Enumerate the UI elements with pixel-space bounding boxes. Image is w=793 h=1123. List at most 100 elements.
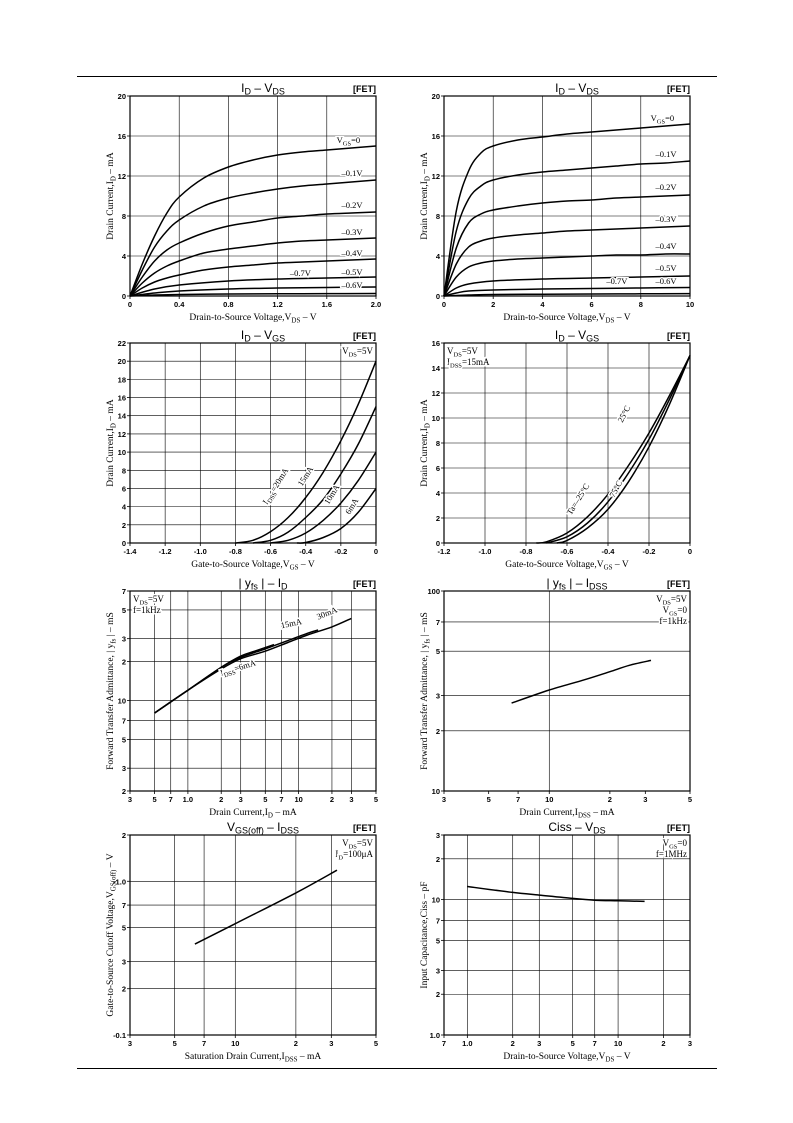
- y-tick-label: 14: [432, 364, 441, 373]
- series-line: [511, 659, 652, 704]
- x-axis-label: Drain Current,IDSS​ – mA: [519, 808, 614, 820]
- x-tick-label: -0.4: [602, 547, 616, 556]
- condition-note: ID​=100μA: [335, 849, 373, 862]
- curve-label: 75°C: [607, 478, 624, 498]
- y-tick-label: 2: [122, 521, 126, 530]
- x-tick-label: 8: [639, 300, 643, 309]
- condition-note: VDS​=5V: [342, 346, 373, 359]
- curve-label: 15mA: [295, 464, 315, 488]
- y-tick-label: 12: [432, 172, 440, 181]
- x-tick-label: -0.8: [229, 547, 242, 556]
- x-tick-label: 7: [279, 795, 283, 804]
- series-line: [270, 451, 377, 544]
- y-tick-label: 4: [122, 252, 127, 261]
- series-line: [129, 286, 377, 297]
- y-tick-label: 2: [436, 514, 440, 523]
- y-tick-label: 4: [436, 252, 441, 261]
- fet-tag: [FET]: [667, 84, 690, 94]
- x-tick-label: 7: [169, 795, 173, 804]
- curve-label: –0.1V: [341, 168, 364, 178]
- x-tick-label: -0.6: [264, 547, 277, 556]
- y-tick-label: 2: [436, 990, 440, 999]
- curve-label: VGS​=0: [651, 113, 675, 126]
- series-line: [129, 292, 377, 297]
- series-line: [194, 869, 338, 945]
- y-tick-label: 10: [432, 414, 440, 423]
- chart-title: ID​ – VDS​: [555, 81, 599, 97]
- fet-tag: [FET]: [353, 823, 376, 833]
- series-line: [129, 237, 377, 297]
- x-tick-label: 3: [643, 795, 647, 804]
- curve-label: –0.2V: [341, 200, 364, 210]
- y-tick-label: 8: [436, 439, 440, 448]
- y-tick-label: 16: [118, 132, 126, 141]
- curve-label: –0.6V: [341, 280, 364, 290]
- x-tick-label: -0.6: [561, 547, 574, 556]
- y-tick-label: 100: [427, 587, 440, 596]
- x-axis-label: Saturation Drain Current,IDSS​ – mA: [185, 1052, 322, 1064]
- fet-tag: [FET]: [353, 579, 376, 589]
- plot-frame: [129, 834, 377, 1036]
- chart-c3: -1.4 -1.2 -1.0 -0.8 -0.6 -0.4 -0.2 0 0 2 4 6 8 10 12 14…: [106, 328, 378, 572]
- condition-note: VGS​=0: [663, 838, 688, 851]
- series-line: [129, 179, 377, 297]
- bottom-rule: [77, 1068, 717, 1069]
- condition-note: f=1MHz: [656, 849, 687, 859]
- y-tick-label: 3: [122, 958, 126, 967]
- curve-label: IDSS​=20mA: [260, 465, 293, 507]
- y-tick-label: 20: [432, 92, 440, 101]
- y-tick-label: 7: [436, 618, 440, 627]
- x-tick-label: 0.4: [174, 300, 185, 309]
- y-tick-label: 10: [118, 448, 126, 457]
- x-tick-label: 4: [540, 300, 545, 309]
- series-line: [443, 292, 691, 297]
- x-axis-label: Gate-to-Source Voltage,VGS​ – V: [191, 560, 315, 572]
- y-tick-label: 8: [436, 212, 440, 221]
- x-tick-label: 5: [688, 795, 692, 804]
- curve-label: –0.5V: [655, 263, 678, 273]
- curve-label: 15mA: [280, 616, 304, 630]
- x-tick-label: 2.0: [371, 300, 381, 309]
- plot-frame: [443, 590, 691, 792]
- chart-c7: 3 5 7 10 2 3 5 -0.1 2 3 5 7 -1.0 2 VGS(off)​ – IDSS​ [F…: [105, 820, 378, 1064]
- y-tick-label: 3: [122, 635, 126, 644]
- y-tick-label: 2: [122, 787, 126, 796]
- plot-frame: [129, 590, 377, 792]
- x-tick-label: 1.2: [272, 300, 282, 309]
- y-tick-label: 2: [122, 657, 126, 666]
- y-tick-label: 5: [122, 924, 126, 933]
- x-tick-label: 3: [442, 795, 446, 804]
- y-tick-label: 8: [122, 466, 126, 475]
- series-line: [556, 355, 691, 544]
- series-line: [129, 145, 377, 297]
- y-axis-label: Gate-to-Source Cutoff Voltage,VGS(off)​ …: [105, 853, 118, 1016]
- x-tick-label: 10: [231, 1039, 239, 1048]
- y-tick-label: 4: [122, 503, 127, 512]
- y-axis-label: Forward Transfer Admittance, | yfs​ | – …: [419, 612, 432, 770]
- x-tick-label: -1.0: [479, 547, 492, 556]
- condition-note: VDS​=5V: [656, 594, 687, 607]
- series-line: [443, 225, 691, 297]
- x-axis-label: Drain-to-Source Voltage,VDS​ – V: [503, 313, 630, 325]
- x-axis-label: Gate-to-Source Voltage,VGS​ – V: [505, 560, 629, 572]
- y-tick-label: 10: [118, 696, 126, 705]
- y-tick-label: 22: [118, 339, 126, 348]
- x-tick-label: 6: [590, 300, 594, 309]
- fet-tag: [FET]: [667, 331, 690, 341]
- x-tick-label: 0: [374, 547, 378, 556]
- series-line: [443, 253, 691, 297]
- x-tick-label: 3: [329, 1039, 333, 1048]
- x-tick-label: 5: [374, 795, 378, 804]
- series-line: [443, 286, 691, 297]
- x-tick-label: 5: [571, 1039, 575, 1048]
- curve-label: –0.4V: [341, 248, 364, 258]
- y-tick-label: 4: [436, 489, 441, 498]
- chart-title: ID​ – VDS​: [241, 81, 285, 97]
- x-tick-label: 5: [487, 795, 491, 804]
- x-tick-label: -0.8: [520, 547, 533, 556]
- y-tick-label: 16: [432, 132, 440, 141]
- curve-label: 25°C: [615, 403, 632, 423]
- plot-frame: [129, 95, 377, 297]
- condition-note: IDSS​=15mA: [447, 357, 490, 370]
- y-axis-label: Forward Transfer Admittance, | yfs​ | – …: [105, 612, 118, 770]
